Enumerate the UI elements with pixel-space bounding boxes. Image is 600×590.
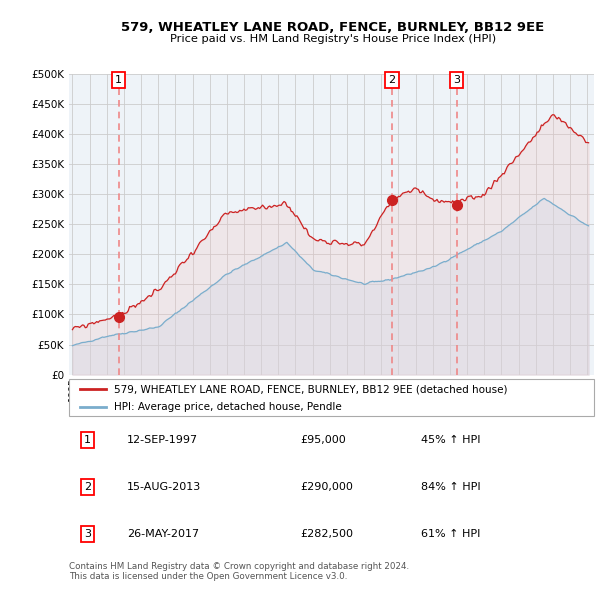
Text: 1: 1 [84, 435, 91, 445]
Text: Price paid vs. HM Land Registry's House Price Index (HPI): Price paid vs. HM Land Registry's House … [170, 34, 496, 44]
Text: 45% ↑ HPI: 45% ↑ HPI [421, 435, 480, 445]
Text: 1: 1 [115, 75, 122, 85]
Text: HPI: Average price, detached house, Pendle: HPI: Average price, detached house, Pend… [113, 402, 341, 412]
Text: 84% ↑ HPI: 84% ↑ HPI [421, 482, 481, 492]
Text: 26-MAY-2017: 26-MAY-2017 [127, 529, 199, 539]
Text: 3: 3 [453, 75, 460, 85]
Text: £282,500: £282,500 [300, 529, 353, 539]
Text: 579, WHEATLEY LANE ROAD, FENCE, BURNLEY, BB12 9EE: 579, WHEATLEY LANE ROAD, FENCE, BURNLEY,… [121, 21, 545, 34]
Text: 579, WHEATLEY LANE ROAD, FENCE, BURNLEY, BB12 9EE (detached house): 579, WHEATLEY LANE ROAD, FENCE, BURNLEY,… [113, 384, 507, 394]
Text: £95,000: £95,000 [300, 435, 346, 445]
Text: 61% ↑ HPI: 61% ↑ HPI [421, 529, 480, 539]
Text: £290,000: £290,000 [300, 482, 353, 492]
Text: 2: 2 [84, 482, 91, 492]
Text: 2: 2 [388, 75, 395, 85]
Text: Contains HM Land Registry data © Crown copyright and database right 2024.
This d: Contains HM Land Registry data © Crown c… [69, 562, 409, 581]
Text: 15-AUG-2013: 15-AUG-2013 [127, 482, 201, 492]
Text: 12-SEP-1997: 12-SEP-1997 [127, 435, 198, 445]
Text: 3: 3 [84, 529, 91, 539]
